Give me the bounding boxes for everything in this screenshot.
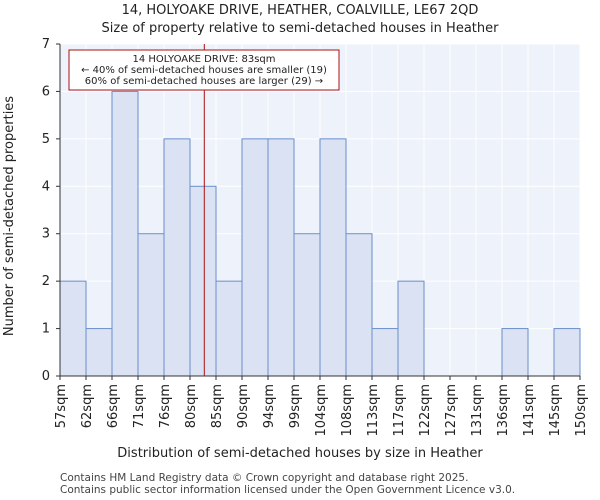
annotation-line: ← 40% of semi-detached houses are smalle… <box>81 65 327 76</box>
x-tick-label: 99sqm <box>288 384 303 428</box>
chart-title: 14, HOLYOAKE DRIVE, HEATHER, COALVILLE, … <box>122 3 479 18</box>
x-tick-label: 62sqm <box>80 384 95 428</box>
histogram-bar <box>85 328 113 377</box>
x-tick-label: 127sqm <box>444 384 459 437</box>
axes: 0 1 2 3 4 5 6 7 57sqm 62sqm 66sqm 71sqm 76sqm 80sqm 85… <box>42 37 589 437</box>
x-tick-label: 150sqm <box>574 384 589 437</box>
histogram-bar <box>163 138 191 377</box>
y-tick-label: 2 <box>42 274 50 289</box>
x-tick-label: 117sqm <box>392 384 407 437</box>
x-axis-label: Distribution of semi-detached houses by … <box>117 446 483 461</box>
property-marker: 14 HOLYOAKE DRIVE: 83sqm← 40% of semi-de… <box>68 44 340 376</box>
x-tick-label: 90sqm <box>236 384 251 428</box>
y-axis-label: Number of semi-detached properties <box>2 96 17 336</box>
chart-subtitle: Size of property relative to semi-detach… <box>102 21 500 36</box>
x-tick-label: 122sqm <box>418 384 433 437</box>
x-tick-label: 57sqm <box>54 384 69 428</box>
histogram-bar <box>293 233 321 377</box>
histogram-bar <box>319 138 347 377</box>
histogram-bar <box>241 138 269 377</box>
footer-line-2: Contains public sector information licen… <box>60 484 515 496</box>
histogram-bar <box>553 328 581 377</box>
x-tick-label: 104sqm <box>314 384 329 437</box>
annotation-box <box>68 49 340 91</box>
y-tick-label: 6 <box>42 84 50 99</box>
y-tick-label: 1 <box>42 322 50 337</box>
x-tick-label: 94sqm <box>262 384 277 428</box>
x-tick-label: 141sqm <box>522 384 537 437</box>
y-tick-label: 5 <box>42 132 50 147</box>
x-tick-label: 66sqm <box>106 384 121 428</box>
y-tick-label: 3 <box>42 227 50 242</box>
histogram-bar <box>137 233 165 377</box>
x-tick-label: 85sqm <box>210 384 225 428</box>
x-tick-label: 76sqm <box>158 384 173 428</box>
histogram-bar <box>215 280 243 377</box>
x-tick-label: 136sqm <box>496 384 511 437</box>
annotation-line: 60% of semi-detached houses are larger (… <box>85 76 323 87</box>
y-tick-label: 7 <box>42 37 50 52</box>
x-tick-label: 108sqm <box>340 384 355 437</box>
histogram-bar <box>501 328 529 377</box>
histogram-bar <box>345 233 373 377</box>
y-tick-label: 0 <box>42 369 50 384</box>
histogram-bar <box>267 138 295 377</box>
x-tick-label: 113sqm <box>366 384 381 437</box>
histogram-bar <box>397 280 425 377</box>
histogram-bar <box>111 90 139 377</box>
x-tick-label: 71sqm <box>132 384 147 428</box>
histogram-bar <box>189 185 217 377</box>
x-tick-label: 145sqm <box>548 384 563 437</box>
annotation-line: 14 HOLYOAKE DRIVE: 83sqm <box>132 54 275 65</box>
footer-line-1: Contains HM Land Registry data © Crown c… <box>60 472 468 484</box>
bars <box>59 90 581 377</box>
x-tick-label: 131sqm <box>470 384 485 437</box>
x-tick-label: 80sqm <box>184 384 199 428</box>
histogram-bar <box>371 328 399 377</box>
histogram-bar <box>59 280 87 377</box>
y-tick-label: 4 <box>42 179 50 194</box>
